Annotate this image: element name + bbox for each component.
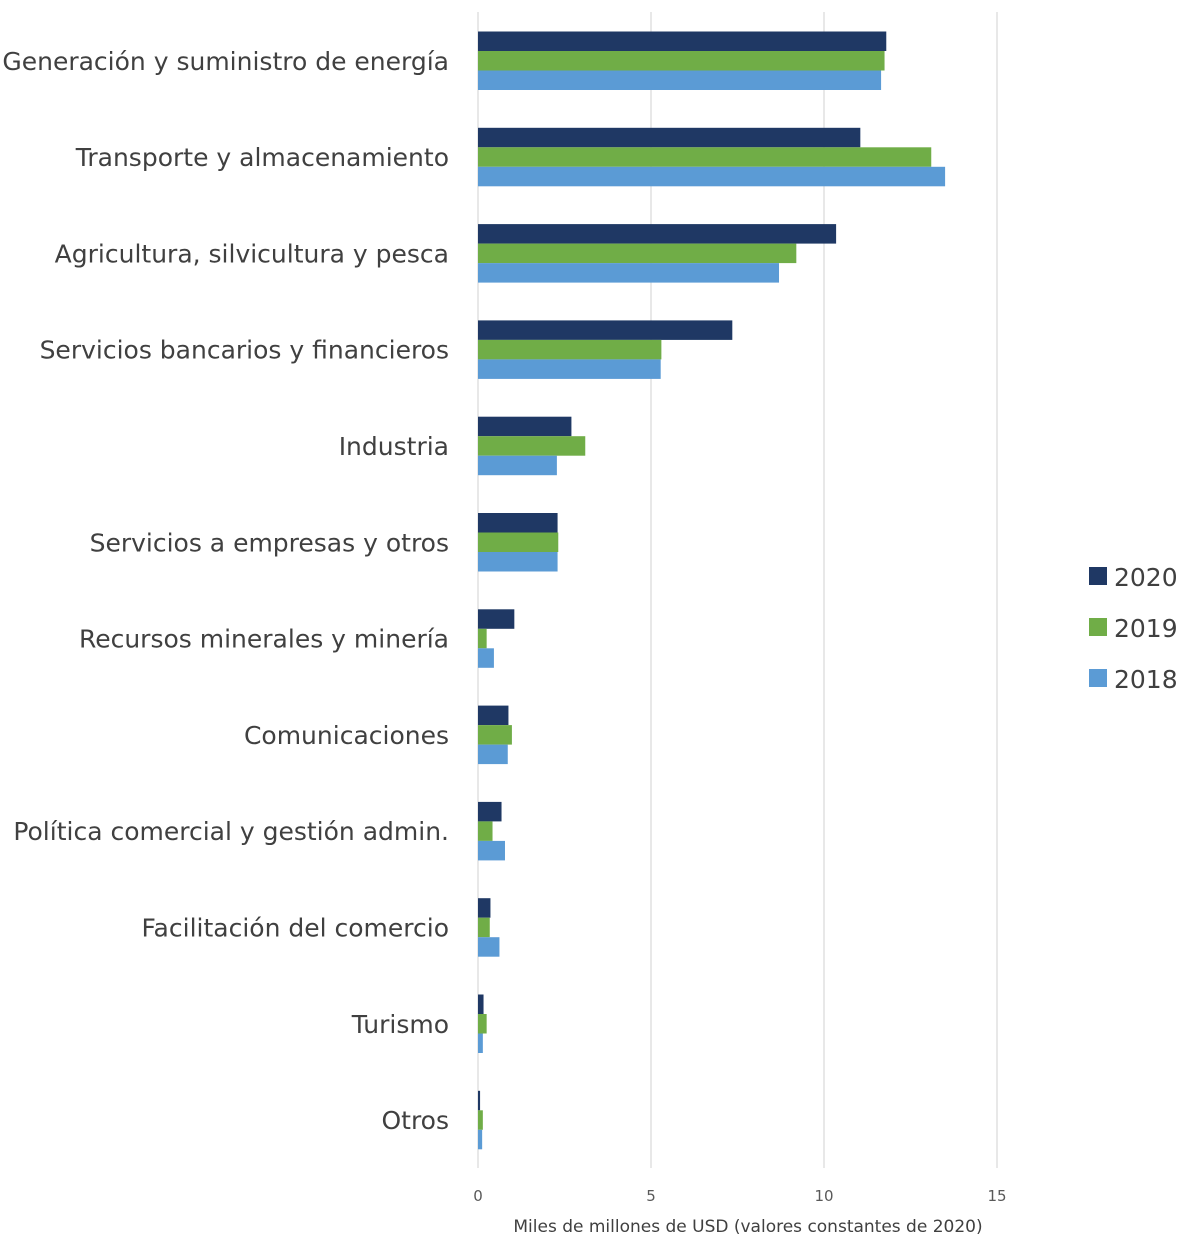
bar-2020 [478,994,484,1014]
bar-2019 [478,628,487,649]
legend-label: 2018 [1114,665,1178,694]
legend-label: 2019 [1114,614,1178,643]
bar-2020 [478,31,887,51]
bar-2019 [478,147,932,167]
bar-2019 [478,51,885,71]
category-label: Facilitación del comercio [141,913,449,942]
bar-2020 [478,127,861,148]
category-label: Comunicaciones [244,721,449,750]
bar-2018 [478,744,508,765]
bar-2018 [478,1033,483,1053]
bar-2018 [478,166,946,187]
bar-2019 [478,339,662,360]
bar-2018 [478,937,500,957]
bar-2020 [478,609,515,629]
bar-2020 [478,416,572,437]
bar-2019 [478,243,797,264]
legend-swatch-2018 [1089,669,1107,687]
bar-2018 [478,840,505,861]
gridlines [477,12,998,1168]
x-tick-labels: 0 5 10 15 [473,1187,1006,1205]
bar-2020 [478,320,733,340]
x-axis-title: Miles de millones de USD (valores consta… [513,1217,982,1237]
category-label: Turismo [351,1010,449,1039]
bar-2018 [478,359,661,379]
bar-2020 [478,801,502,822]
category-label: Generación y suministro de energía [2,47,449,76]
x-tick-label: 15 [987,1187,1006,1205]
bar-2020 [478,513,558,533]
category-label: Transporte y almacenamiento [75,143,449,172]
category-label: Otros [381,1106,449,1135]
bar-2019 [478,725,512,745]
bar-2019 [478,436,586,456]
x-tick-label: 10 [814,1187,833,1205]
category-label: Servicios bancarios y financieros [40,336,449,365]
x-tick-label: 0 [473,1187,483,1205]
bar-2018 [478,552,558,572]
bar-2020 [478,1090,481,1111]
legend-swatch-2020 [1089,567,1107,585]
bar-2019 [478,917,490,938]
category-labels: Generación y suministro de energía Transp… [2,47,449,1135]
bar-2018 [478,70,882,90]
legend-label: 2020 [1114,563,1178,592]
legend: 2020 2019 2018 [1089,563,1178,694]
category-label: Industria [339,432,449,461]
legend-swatch-2019 [1089,618,1107,636]
bars [478,31,946,1150]
bar-2020 [478,224,837,244]
category-label: Servicios a empresas y otros [90,528,449,557]
category-label: Recursos minerales y minería [79,625,449,654]
category-label: Política comercial y gestión admin. [13,817,449,846]
x-tick-label: 5 [646,1187,656,1205]
bar-2018 [478,1129,483,1150]
bar-2020 [478,705,509,726]
bar-2019 [478,532,559,552]
bar-2018 [478,263,780,283]
bar-2020 [478,898,491,918]
bar-2019 [478,1110,483,1130]
bar-2019 [478,821,493,841]
bar-2018 [478,455,557,476]
bar-2019 [478,1014,487,1034]
category-label: Agricultura, silvicultura y pesca [55,239,449,268]
bar-2018 [478,648,494,668]
